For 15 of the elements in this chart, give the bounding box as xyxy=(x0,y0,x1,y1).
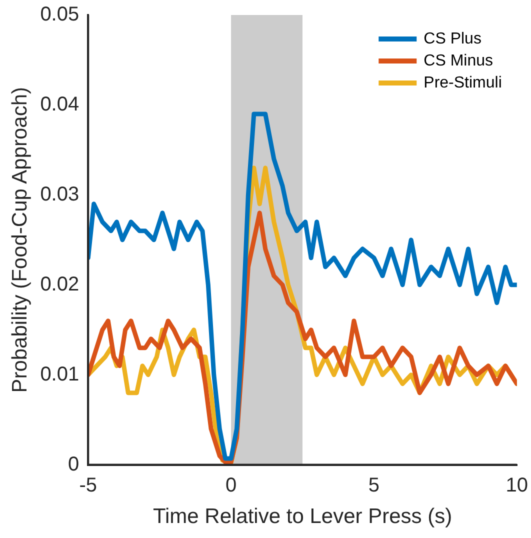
y-axis-title: Probability (Food-Cup Approach) xyxy=(8,86,32,393)
legend-label: CS Plus xyxy=(424,30,482,48)
x-tick-label: 10 xyxy=(506,474,528,496)
x-tick-label: 0 xyxy=(225,474,237,496)
x-tick-label: -5 xyxy=(79,474,98,496)
y-tick-label: 0.01 xyxy=(40,363,80,386)
y-tick-label: 0.04 xyxy=(40,93,80,116)
y-tick-label: 0.02 xyxy=(40,273,80,296)
legend-label: Pre-Stimuli xyxy=(424,74,502,92)
y-tick-label: 0 xyxy=(68,453,80,476)
x-axis-title: Time Relative to Lever Press (s) xyxy=(152,505,452,528)
y-tick-label: 0.05 xyxy=(40,4,80,26)
legend-label: CS Minus xyxy=(424,52,493,70)
y-tick-label: 0.03 xyxy=(40,183,80,206)
x-tick-label: 5 xyxy=(368,474,380,496)
